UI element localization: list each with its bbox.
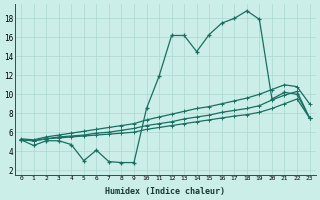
X-axis label: Humidex (Indice chaleur): Humidex (Indice chaleur) bbox=[105, 187, 225, 196]
